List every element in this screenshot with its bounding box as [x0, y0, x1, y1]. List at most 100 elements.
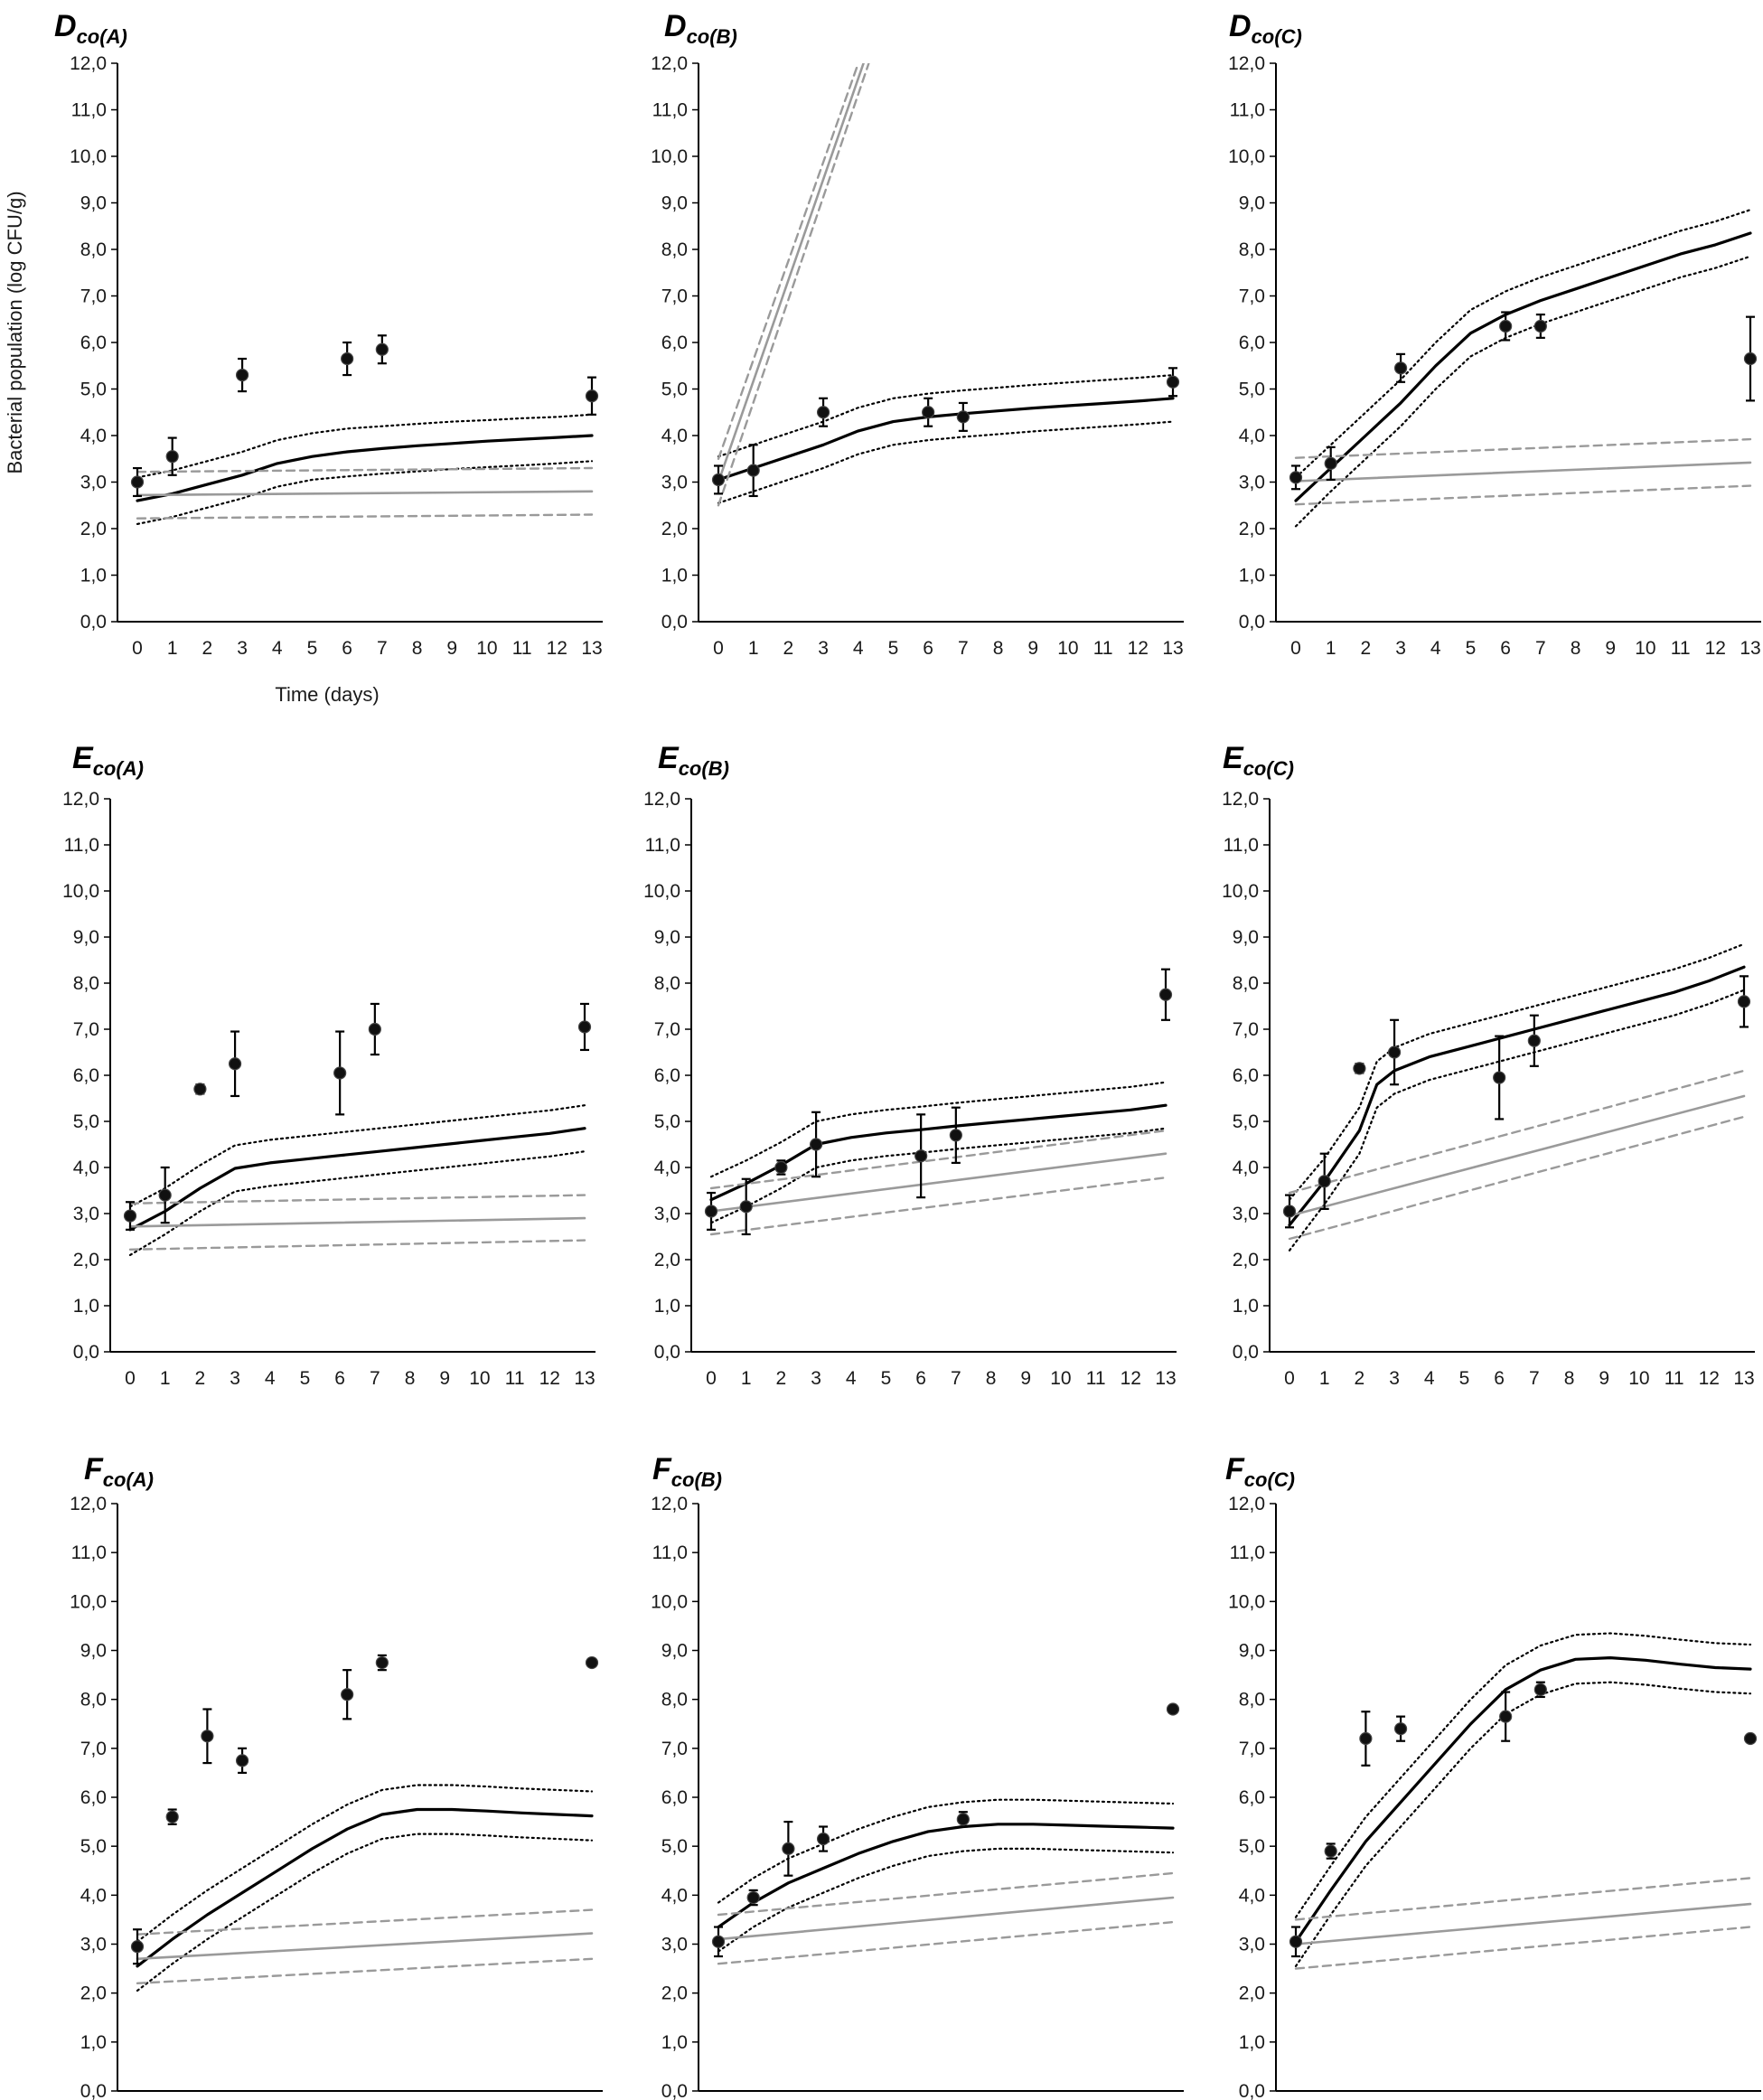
series-line-reference-lower — [136, 513, 594, 520]
series-group — [717, 63, 1175, 507]
panel-eco-c: Eco(C) 0,0 1,0 2,0 3,0 4,0 5,0 6,0 7,0 8,0 9,0 10,… — [1222, 741, 1755, 1389]
data-point — [816, 406, 830, 419]
y-tick-label: 10,0 — [1228, 146, 1265, 167]
data-point — [914, 1149, 928, 1163]
data-point — [704, 1205, 718, 1218]
x-tick-label: 10 — [1635, 638, 1655, 659]
panel-title: Dco(B) — [664, 9, 737, 48]
x-tick-label: 1 — [741, 1368, 752, 1389]
y-tick-label: 10,0 — [1222, 881, 1259, 902]
y-tick-label: 7,0 — [654, 1019, 680, 1040]
x-tick-label: 0 — [1284, 1368, 1295, 1389]
y-tick-label: 5,0 — [661, 1836, 688, 1857]
data-point — [1743, 1731, 1758, 1746]
data-point — [235, 1754, 249, 1767]
data-point — [1318, 1175, 1331, 1188]
series-line-model-lower — [128, 1150, 586, 1257]
y-tick-label: 8,0 — [661, 1690, 688, 1711]
data-point — [1324, 1844, 1337, 1858]
y-tick-label: 5,0 — [80, 1836, 107, 1857]
x-tick-label: 4 — [853, 638, 864, 659]
data-point — [1499, 1710, 1513, 1723]
data-point — [739, 1200, 753, 1214]
x-tick-label: 8 — [412, 638, 423, 659]
x-tick-label: 10 — [1628, 1368, 1649, 1389]
data-point — [922, 406, 935, 419]
data-point — [201, 1730, 214, 1743]
x-tick-label: 12 — [1705, 638, 1726, 659]
series-line-model-upper — [1294, 209, 1752, 479]
x-tick-label: 3 — [237, 638, 248, 659]
y-tick-label: 4,0 — [1233, 1158, 1259, 1178]
y-tick-label: 6,0 — [1233, 1065, 1259, 1086]
y-tick-label: 0,0 — [80, 612, 107, 633]
series-group — [1294, 1632, 1752, 1970]
y-tick-label: 2,0 — [73, 1250, 99, 1270]
y-tick-label: 5,0 — [661, 380, 688, 400]
series-line-model-lower — [1294, 1681, 1752, 1967]
panel-dco-c: Dco(C) 0,0 1,0 2,0 3,0 4,0 5,0 6,0 7,0 8,0 9,0 10,… — [1228, 9, 1761, 659]
panel-dco-a: Dco(A) 0,0 1,0 2,0 3,0 4,0 5,0 6,0 7,0 8,0 9,0 10,… — [54, 9, 603, 659]
x-tick-label: 4 — [1430, 638, 1441, 659]
x-tick-label: 7 — [951, 1368, 961, 1389]
data-point — [130, 475, 145, 489]
y-tick-label: 6,0 — [661, 1787, 688, 1808]
data-point — [746, 464, 760, 477]
series-line-model — [136, 434, 594, 502]
data-point — [956, 1813, 970, 1826]
y-tick-label: 0,0 — [80, 2081, 107, 2100]
data-point — [375, 1655, 389, 1670]
y-tick-label: 4,0 — [661, 1885, 688, 1906]
data-point — [816, 1832, 830, 1846]
series-line-reference-lower — [1294, 1926, 1752, 1970]
y-tick-label: 8,0 — [1239, 1690, 1265, 1711]
data-point — [130, 1940, 145, 1954]
y-tick-label: 5,0 — [1239, 1836, 1265, 1857]
series-line-model — [717, 1823, 1175, 1929]
y-tick-label: 3,0 — [73, 1204, 99, 1224]
x-tick-label: 2 — [1355, 1368, 1365, 1389]
data-point — [809, 1138, 823, 1151]
data-point — [711, 1935, 726, 1948]
y-axis-label: Bacterial population (log CFU/g) — [4, 191, 26, 473]
x-tick-label: 10 — [1050, 1368, 1071, 1389]
x-tick-label: 6 — [1494, 1368, 1505, 1389]
data-point — [1527, 1034, 1541, 1047]
y-tick-label: 11,0 — [1230, 100, 1265, 121]
y-tick-label: 2,0 — [1239, 1983, 1265, 2004]
y-tick-label: 4,0 — [1239, 426, 1265, 446]
panel-title: Dco(A) — [54, 9, 127, 48]
data-point — [1166, 1702, 1180, 1716]
data-point — [1282, 1205, 1297, 1218]
x-tick-label: 11 — [1671, 638, 1691, 659]
series-line-model-upper — [136, 413, 594, 479]
series-line-model — [1294, 1655, 1752, 1944]
y-tick-label: 8,0 — [1233, 973, 1259, 994]
y-tick-label: 0,0 — [1239, 2081, 1265, 2100]
y-tick-label: 9,0 — [80, 1641, 107, 1662]
x-tick-label: 4 — [272, 638, 283, 659]
series-line-reference — [709, 1152, 1168, 1213]
y-tick-label: 12,0 — [70, 53, 107, 74]
y-tick-label: 8,0 — [80, 239, 107, 260]
x-tick-label: 7 — [958, 638, 969, 659]
y-tick-label: 6,0 — [1239, 1787, 1265, 1808]
series-line-model-upper — [717, 1798, 1175, 1904]
x-tick-label: 2 — [783, 638, 794, 659]
y-tick-label: 5,0 — [1233, 1111, 1259, 1132]
x-tick-label: 9 — [1027, 638, 1038, 659]
series-line-model-lower — [136, 460, 594, 526]
y-tick-label: 7,0 — [80, 1739, 107, 1759]
y-tick-label: 12,0 — [1228, 53, 1265, 74]
data-point — [1289, 471, 1303, 484]
y-tick-label: 9,0 — [80, 193, 107, 214]
x-tick-label: 4 — [1424, 1368, 1435, 1389]
y-tick-label: 0,0 — [654, 1342, 680, 1363]
panel-title: Dco(C) — [1229, 9, 1302, 48]
x-tick-label: 10 — [469, 1368, 490, 1389]
data-point — [1533, 1683, 1547, 1696]
series-group — [136, 413, 594, 526]
y-tick-label: 11,0 — [64, 835, 99, 856]
series-line-model-upper — [136, 1784, 594, 1943]
x-tick-label: 0 — [713, 638, 724, 659]
